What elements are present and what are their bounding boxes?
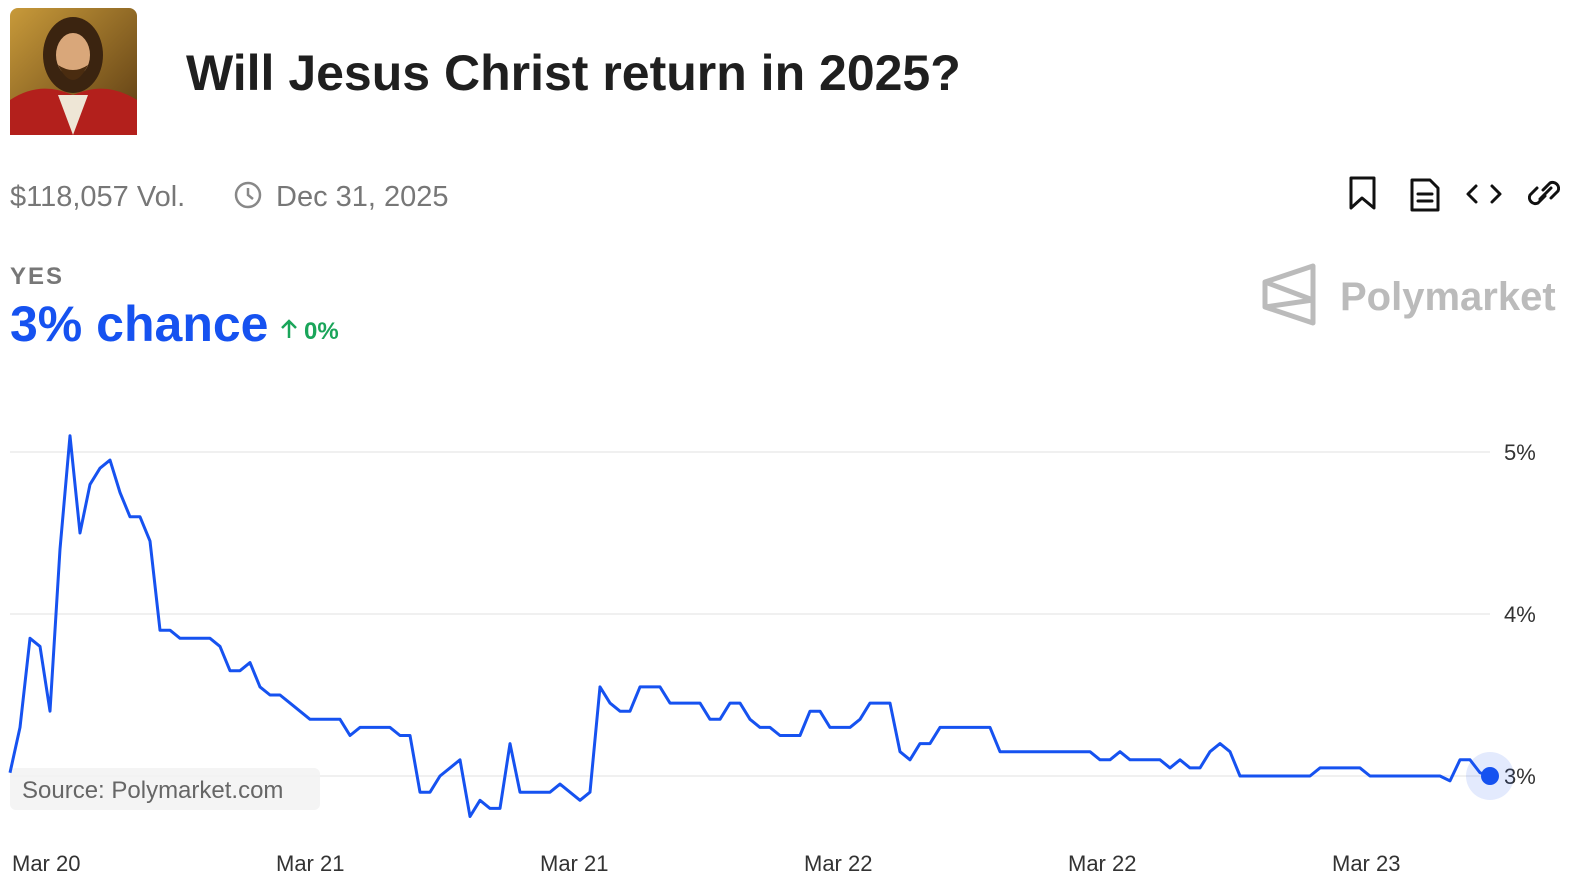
x-tick-label: Mar 21 (276, 851, 344, 876)
outcome-label: YES (10, 263, 64, 290)
change-arrow (281, 319, 297, 338)
x-tick-label: Mar 20 (12, 851, 80, 876)
change: 0% (304, 318, 339, 345)
clock-icon (234, 181, 262, 209)
current-point (1481, 767, 1499, 785)
link-button[interactable] (1527, 180, 1561, 206)
end-date: Dec 31, 2025 (276, 181, 449, 213)
market-title: Will Jesus Christ return in 2025? (186, 45, 961, 101)
embed-button[interactable] (1466, 184, 1502, 204)
source-background (10, 768, 320, 810)
x-tick-label: Mar 23 (1332, 851, 1400, 876)
volume: $118,057 Vol. (10, 181, 185, 213)
source-label: Source: Polymarket.com (22, 777, 283, 804)
y-tick-label: 3% (1504, 764, 1536, 789)
source-box: Source: Polymarket.com (10, 768, 320, 810)
x-tick-label: Mar 22 (1068, 851, 1136, 876)
market-image (10, 8, 137, 135)
y-tick-label: 4% (1504, 602, 1536, 627)
x-tick-label: Mar 21 (540, 851, 608, 876)
brand-logo (1262, 263, 1316, 326)
x-tick-label: Mar 22 (804, 851, 872, 876)
y-tick-label: 5% (1504, 440, 1536, 465)
chart: 3% 4% 5% Mar 20 Mar 21 Mar 21 Mar 22 Mar 22 Mar … (8, 434, 1536, 876)
brand-name: Polymarket (1340, 275, 1556, 319)
document-button[interactable] (1410, 178, 1440, 212)
bookmark-button[interactable] (1349, 176, 1376, 210)
price-line (8, 434, 1491, 818)
chance: 3% chance (10, 296, 268, 352)
